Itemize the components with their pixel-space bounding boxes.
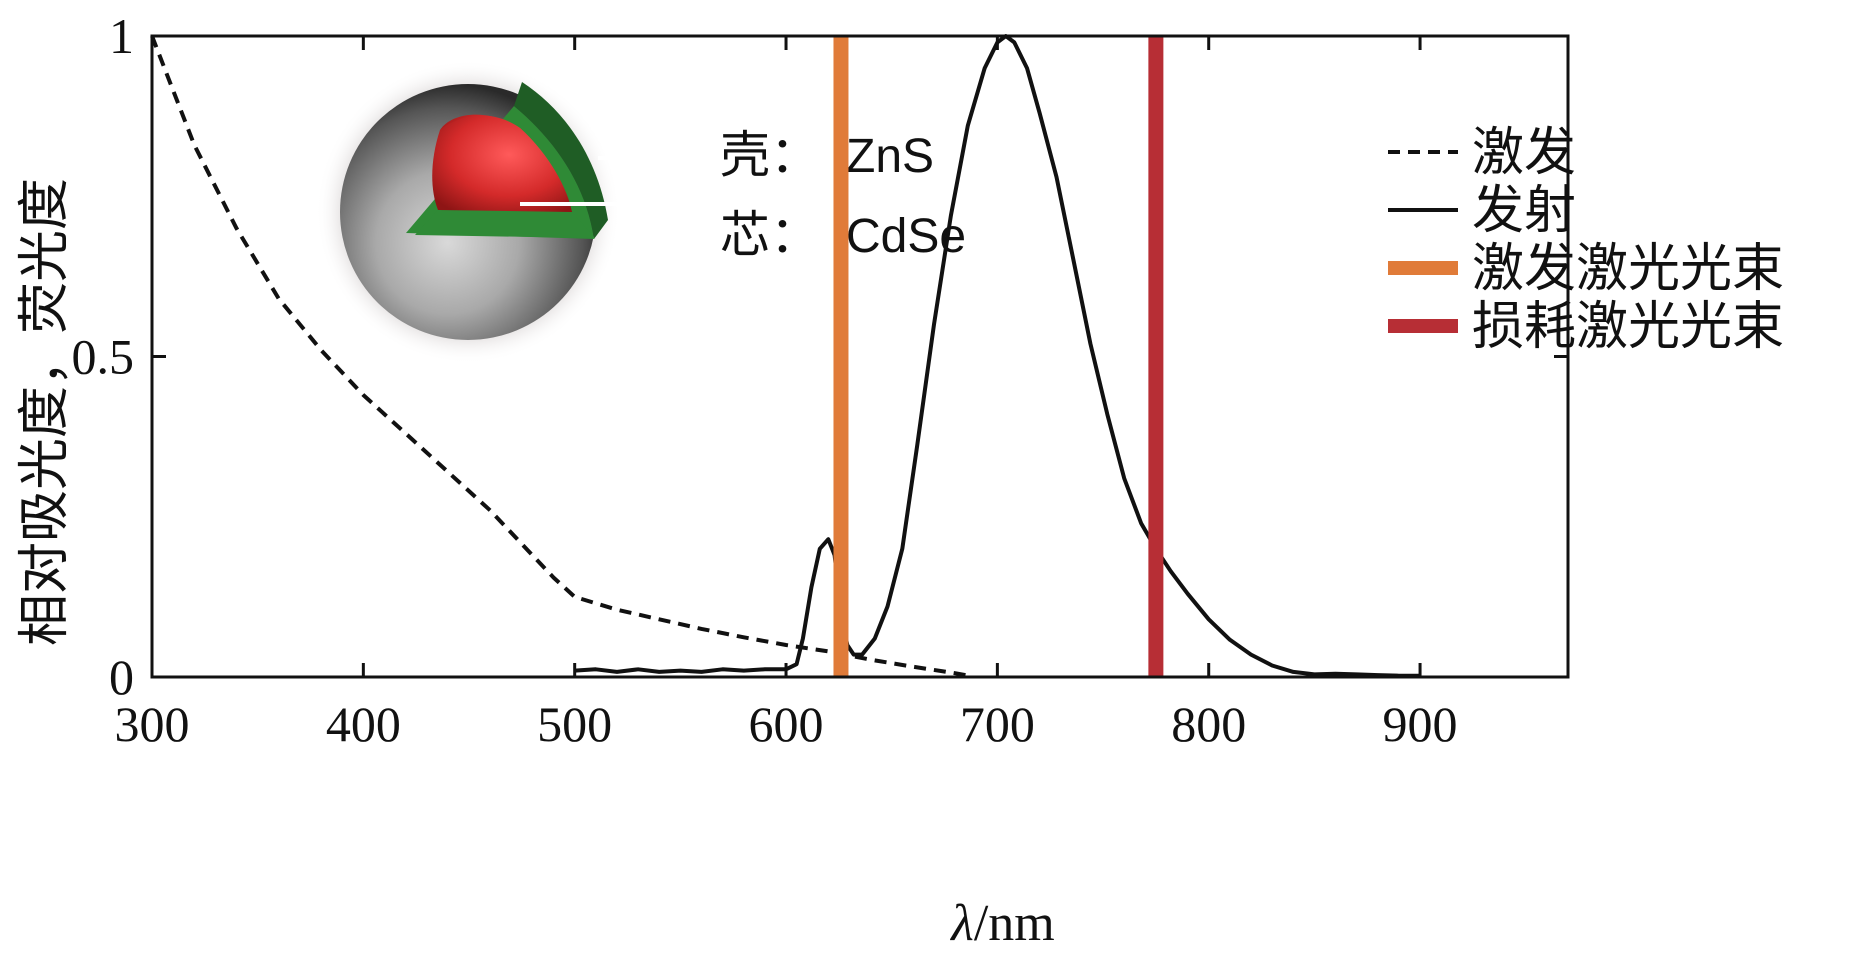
legend-label-0: 激发 [1472, 123, 1576, 183]
series-line-1 [574, 34, 1421, 678]
x-tick-label-700: 700 [960, 696, 1035, 752]
legend-label-2: 激发激光光束 [1472, 239, 1784, 299]
x-tick-label-900: 900 [1383, 696, 1458, 752]
x-axis-title: λ/nm [949, 895, 1054, 952]
x-tick-label-500: 500 [537, 696, 612, 752]
quantum-dot-illustration: 壳： ZnS 芯： CdSe [316, 60, 966, 364]
legend-label-1: 发射 [1472, 181, 1576, 241]
series-line-0 [150, 35, 967, 678]
x-axis-unit: /nm [974, 895, 1055, 952]
y-tick-label-0: 0 [109, 649, 134, 705]
y-axis-title: 相对吸光度，荧光度 [17, 178, 74, 646]
y-tick-label-2: 1 [109, 8, 134, 64]
legend-label-3: 损耗激光光束 [1472, 297, 1784, 357]
axes: 300 400 500 600 700 800 900 0 0.5 1 [72, 8, 1570, 752]
plot-area [150, 34, 1421, 678]
shell-cutaway-dark [514, 82, 608, 239]
x-tick-label-800: 800 [1171, 696, 1246, 752]
x-tick-label-600: 600 [749, 696, 824, 752]
shell-label: 壳： [720, 126, 820, 184]
shell-material: ZnS [846, 130, 934, 183]
x-tick-label-300: 300 [115, 696, 190, 752]
y-tick-label-1: 0.5 [72, 329, 135, 385]
x-axis-symbol: λ [949, 895, 974, 952]
x-tick-label-400: 400 [326, 696, 401, 752]
core-label: 芯： [720, 206, 820, 264]
